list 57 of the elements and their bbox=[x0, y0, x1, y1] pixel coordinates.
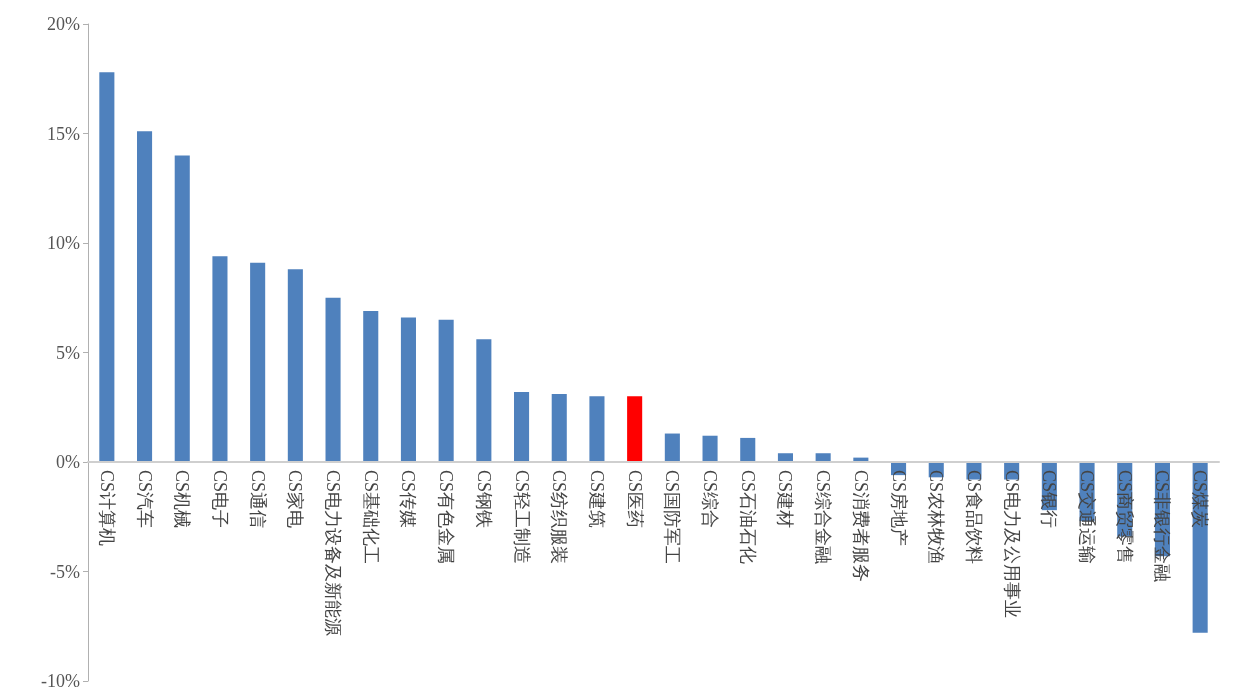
x-tick-label: CS机械 bbox=[172, 470, 193, 529]
x-tick-label: CS通信 bbox=[247, 470, 268, 529]
bar bbox=[589, 396, 605, 462]
y-tick-label: -5% bbox=[50, 561, 80, 582]
bar bbox=[551, 394, 567, 462]
y-tick-label: 5% bbox=[56, 342, 80, 363]
x-tick-label: CS建筑 bbox=[586, 470, 607, 529]
x-tick-label: CS电力及公用事业 bbox=[1001, 470, 1022, 619]
bar bbox=[664, 433, 680, 462]
x-tick-label: CS基础化工 bbox=[360, 470, 381, 565]
x-tick-label: CS消费者服务 bbox=[850, 470, 871, 583]
y-tick-label: 10% bbox=[47, 233, 80, 253]
x-tick-label: CS医药 bbox=[624, 470, 645, 529]
bar bbox=[627, 396, 643, 462]
x-tick-label: CS煤炭 bbox=[1190, 470, 1211, 529]
x-tick-label: CS电子 bbox=[209, 470, 230, 529]
x-tick-label: CS国防军工 bbox=[662, 470, 683, 565]
bar bbox=[777, 453, 793, 462]
x-tick-label: CS电力设备及新能源 bbox=[323, 470, 344, 637]
y-tick-label: -10% bbox=[41, 671, 80, 691]
x-tick-label: CS食品饮料 bbox=[963, 470, 984, 565]
bar bbox=[174, 155, 190, 462]
x-tick-label: CS综合 bbox=[700, 470, 721, 529]
x-tick-label: CS有色金属 bbox=[436, 470, 457, 565]
bar bbox=[325, 297, 341, 462]
x-tick-label: CS纺织服装 bbox=[549, 470, 570, 565]
bar bbox=[99, 72, 115, 462]
x-tick-label: CS家电 bbox=[285, 470, 306, 529]
x-tick-label: CS汽车 bbox=[134, 470, 155, 529]
x-tick-label: CS非银行金融 bbox=[1152, 470, 1173, 583]
x-tick-label: CS综合金融 bbox=[813, 470, 834, 565]
bar bbox=[400, 317, 416, 462]
y-tick-label: 0% bbox=[56, 452, 80, 472]
bar bbox=[702, 435, 718, 462]
x-tick-label: CS轻工制造 bbox=[511, 470, 532, 565]
x-tick-label: CS传媒 bbox=[398, 470, 419, 529]
bar bbox=[250, 262, 266, 462]
x-tick-label: CS商贸零售 bbox=[1114, 470, 1135, 565]
x-tick-label: CS计算机 bbox=[96, 470, 117, 547]
bar bbox=[212, 256, 228, 462]
x-tick-label: CS交通运输 bbox=[1077, 470, 1098, 565]
bar bbox=[740, 437, 756, 462]
x-tick-label: CS钢铁 bbox=[473, 470, 494, 529]
x-tick-label: CS银行 bbox=[1039, 470, 1060, 529]
x-tick-label: CS建材 bbox=[775, 470, 796, 529]
bar bbox=[287, 269, 303, 462]
bar bbox=[363, 310, 379, 462]
x-tick-label: CS房地产 bbox=[888, 470, 909, 547]
bar bbox=[438, 319, 454, 462]
y-tick-label: 20% bbox=[47, 14, 80, 34]
x-tick-label: CS农林牧渔 bbox=[926, 470, 947, 565]
bar bbox=[137, 131, 153, 462]
bar bbox=[815, 453, 831, 462]
bar bbox=[476, 339, 492, 462]
bar bbox=[514, 391, 530, 462]
x-tick-label: CS石油石化 bbox=[737, 470, 758, 565]
y-tick-label: 15% bbox=[47, 123, 80, 144]
